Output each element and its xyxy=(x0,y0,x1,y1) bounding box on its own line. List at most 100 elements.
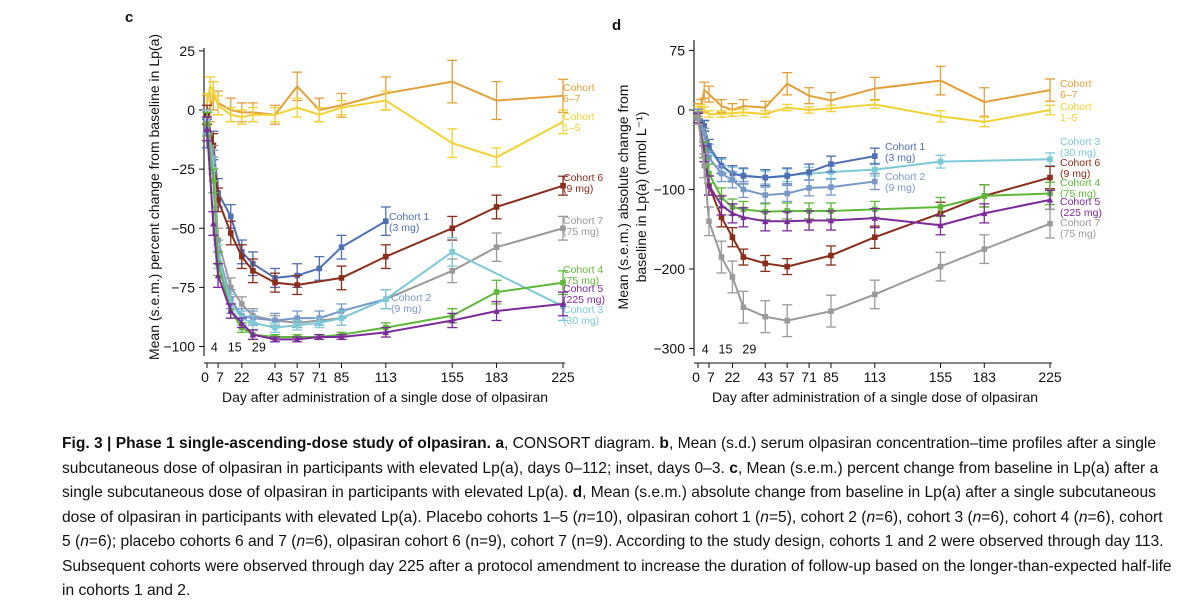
series-line xyxy=(206,124,564,339)
x-tick-label: 113 xyxy=(375,369,398,385)
data-point xyxy=(740,304,747,310)
y-tick-label: 25 xyxy=(179,43,195,59)
series-cohort-1-3-mg: Cohort 1(3 mg) xyxy=(202,118,429,289)
data-point xyxy=(871,153,878,159)
data-point xyxy=(740,254,747,260)
data-point xyxy=(338,333,345,340)
data-point xyxy=(701,162,708,169)
panel-c-y-axis-title: Mean (s.e.m.) percent change from baseli… xyxy=(146,34,162,360)
data-point xyxy=(718,170,725,177)
data-point xyxy=(274,113,276,116)
day-marker-label: 4 xyxy=(702,343,709,357)
day-marker-label: 29 xyxy=(742,343,756,357)
series-label: Cohort xyxy=(563,82,595,94)
data-point xyxy=(316,265,323,272)
caption-text-1: =10), olpasiran cohort 1 ( xyxy=(586,508,761,526)
panel-letter-c: c xyxy=(125,9,133,26)
x-tick-label: 85 xyxy=(823,369,839,385)
caption-text-7: =6), olpasiran cohort 6 (n=9), cohort 7 … xyxy=(62,533,1172,599)
data-point xyxy=(937,204,944,210)
data-point xyxy=(495,99,498,102)
panel-c-chart: c Mean (s.e.m.) percent change from base… xyxy=(125,9,605,405)
series-label: (225 mg) xyxy=(1060,207,1102,219)
series-label: Cohort 2 xyxy=(885,171,925,183)
day-marker-label: 4 xyxy=(211,341,218,355)
data-point xyxy=(808,109,810,111)
data-point xyxy=(718,254,725,260)
data-point xyxy=(762,313,769,320)
data-point xyxy=(493,307,500,314)
caption-n-4: n xyxy=(972,508,982,526)
data-point xyxy=(212,90,215,92)
data-point xyxy=(784,190,790,197)
data-point xyxy=(808,94,810,97)
data-point xyxy=(784,263,790,270)
data-point xyxy=(241,116,243,118)
data-point xyxy=(562,95,564,97)
series-label: (30 mg) xyxy=(563,315,599,327)
data-point xyxy=(294,315,300,321)
data-point xyxy=(871,166,878,173)
data-point xyxy=(783,217,791,225)
panel-d-y-axis-title-line1: Mean (s.e.m.) absolute change from xyxy=(615,85,631,310)
figure-caption: Fig. 3 | Phase 1 single-ascending-dose s… xyxy=(62,432,1172,604)
data-point xyxy=(382,296,389,302)
data-point xyxy=(203,125,211,132)
series-label: 6–7 xyxy=(1060,89,1078,101)
panel-d-x-axis-title: Day after administration of a single dos… xyxy=(712,389,1038,405)
x-tick-label: 22 xyxy=(725,369,741,385)
data-point xyxy=(227,230,234,236)
data-point xyxy=(718,214,725,221)
series-label: (3 mg) xyxy=(389,222,419,234)
caption-text-6: =6); placebo cohorts 6 and 7 ( xyxy=(88,533,297,550)
series-cohort-5-225-mg: Cohort 5(225 mg) xyxy=(202,116,605,343)
data-point xyxy=(983,121,986,123)
data-point xyxy=(493,289,500,295)
data-point xyxy=(983,101,986,103)
data-point xyxy=(340,106,343,109)
data-point xyxy=(764,106,767,109)
series-label: (30 mg) xyxy=(1060,147,1096,159)
y-tick-label: 0 xyxy=(677,102,685,118)
x-tick-label: 7 xyxy=(216,369,224,385)
data-point xyxy=(239,301,245,307)
data-point xyxy=(828,184,834,190)
data-point xyxy=(806,185,812,191)
series-label: (75 mg) xyxy=(563,226,599,238)
data-point xyxy=(873,103,876,106)
day-marker-label: 15 xyxy=(228,341,242,355)
data-point xyxy=(210,220,217,227)
data-point xyxy=(493,204,500,210)
data-point xyxy=(562,121,564,123)
series-label: Cohort 4 xyxy=(1060,177,1100,189)
data-point xyxy=(729,177,736,183)
data-point xyxy=(939,79,942,82)
data-point xyxy=(764,113,767,115)
data-point xyxy=(227,307,234,314)
data-point xyxy=(981,246,988,252)
data-point xyxy=(786,106,788,109)
data-point xyxy=(740,186,747,193)
data-point xyxy=(740,173,747,179)
day-marker-label: 29 xyxy=(252,341,266,355)
series-label: (9 mg) xyxy=(885,182,915,194)
x-tick-label: 43 xyxy=(757,369,773,385)
data-point xyxy=(939,115,942,118)
series-cohort-5-225-mg: Cohort 5(225 mg) xyxy=(693,112,1102,236)
caption-part-c-text: , Mean (s.e.m.) percent change from base… xyxy=(62,459,1159,502)
series-label: (225 mg) xyxy=(563,294,605,306)
data-point xyxy=(742,105,745,107)
data-point xyxy=(729,274,736,280)
data-point xyxy=(828,308,834,314)
data-point xyxy=(382,218,389,224)
y-tick-label: −100 xyxy=(163,339,195,355)
data-point xyxy=(449,316,456,324)
data-point xyxy=(229,113,232,116)
y-tick-label: −75 xyxy=(171,279,195,295)
data-point xyxy=(338,244,345,250)
data-point xyxy=(720,113,723,115)
y-tick-label: 75 xyxy=(669,42,685,58)
series-label: (9 mg) xyxy=(563,183,593,195)
